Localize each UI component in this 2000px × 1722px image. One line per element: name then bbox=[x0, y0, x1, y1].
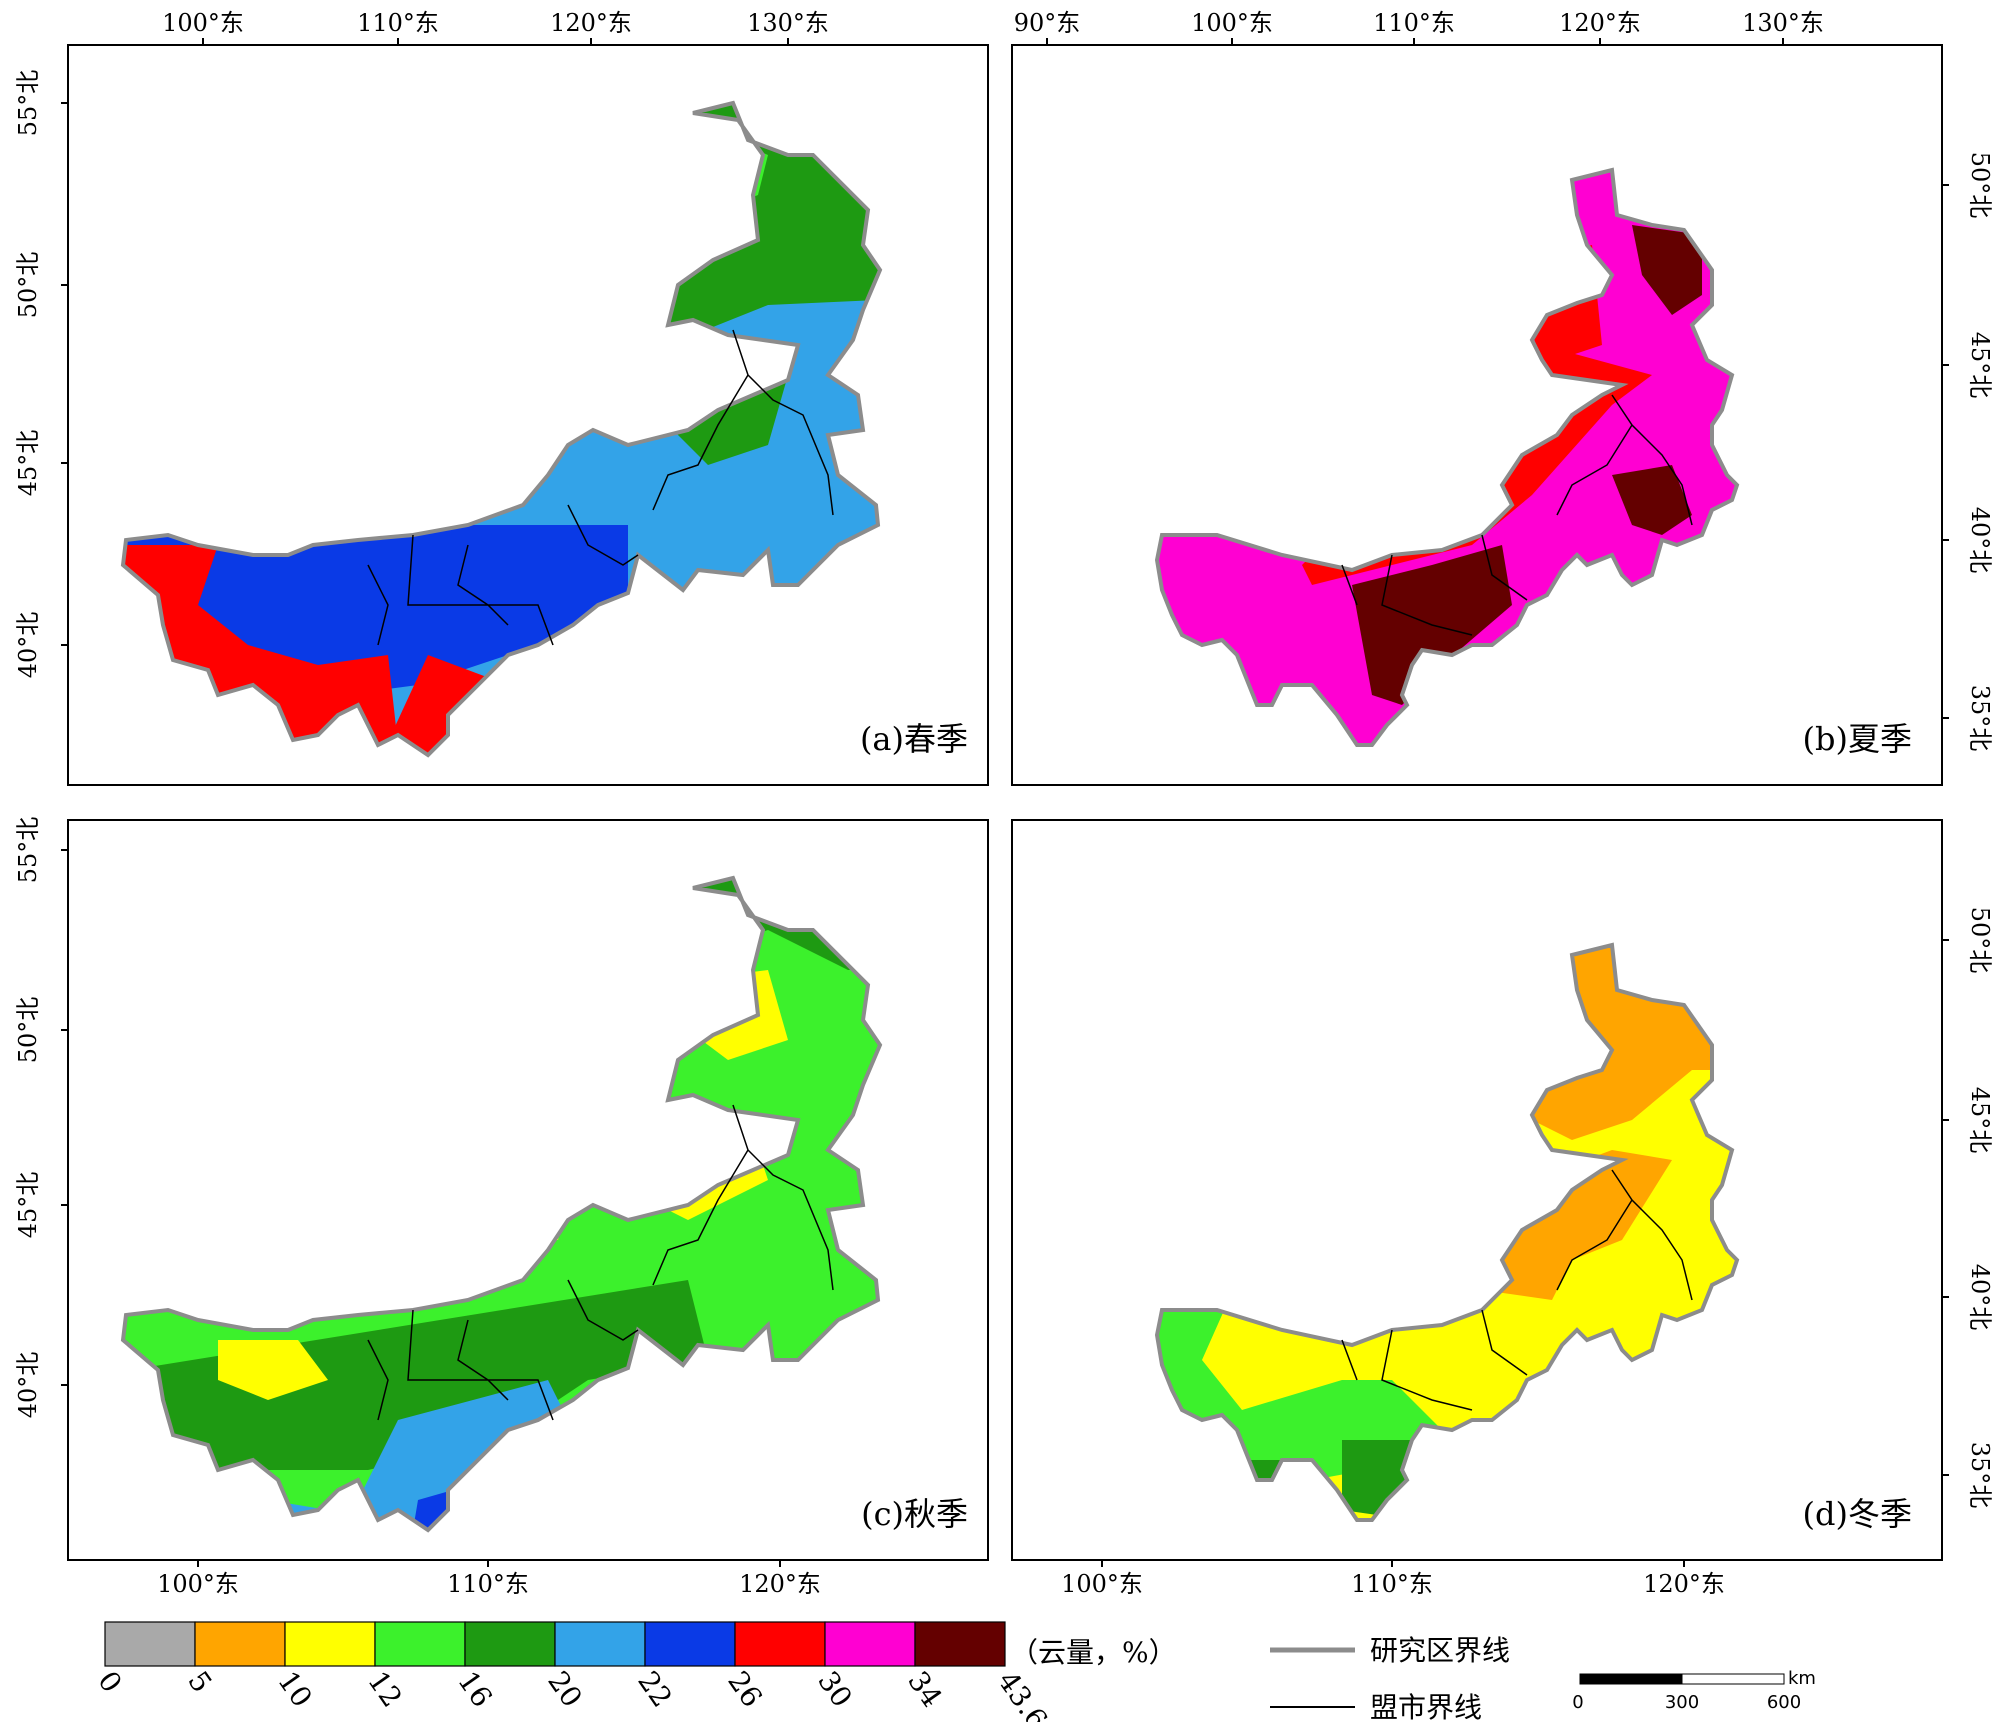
legend-bin bbox=[914, 1621, 1006, 1667]
legend-tick-label: 30 bbox=[811, 1665, 858, 1713]
latitude-tick-label: 50°北 bbox=[1966, 152, 1994, 219]
legend-bin bbox=[734, 1621, 826, 1667]
latitude-tick-label: 35°北 bbox=[1966, 685, 1994, 752]
longitude-tick-label: 120°东 bbox=[739, 1570, 821, 1598]
panel-label: (b)夏季 bbox=[1803, 720, 1912, 758]
legend-tick-label: 43.6 bbox=[991, 1665, 1054, 1722]
league-boundary-label: 盟市界线 bbox=[1370, 1691, 1482, 1722]
longitude-tick-label: 110°东 bbox=[357, 9, 439, 37]
longitude-tick-label: 110°东 bbox=[1373, 9, 1455, 37]
latitude-tick-label: 40°北 bbox=[14, 1352, 42, 1419]
latitude-tick-label: 45°北 bbox=[14, 430, 42, 497]
legend-bin bbox=[194, 1621, 286, 1667]
latitude-tick-label: 40°北 bbox=[1966, 1264, 1994, 1331]
panel-label: (c)秋季 bbox=[861, 1495, 968, 1533]
bottom-longitude-ticks: 100°东 110°东 120°东 bbox=[1061, 1560, 1725, 1598]
league-boundaries bbox=[367, 1104, 834, 1421]
side-latitude-ticks: 55°北 50°北 45°北 40°北 bbox=[14, 817, 68, 1419]
longitude-tick-label: 110°东 bbox=[1351, 1570, 1433, 1598]
side-latitude-ticks: 50°北 45°北 40°北 35°北 bbox=[1942, 152, 1994, 752]
side-latitude-ticks: 55°北 50°北 45°北 40°北 bbox=[14, 70, 68, 679]
latitude-tick-label: 40°北 bbox=[1966, 507, 1994, 574]
legend-tick-label: 0 bbox=[91, 1665, 128, 1699]
panel-frame bbox=[1011, 819, 1943, 1561]
side-latitude-ticks: 50°北 45°北 40°北 35°北 bbox=[1942, 907, 1994, 1509]
latitude-tick-label: 45°北 bbox=[14, 1172, 42, 1239]
league-boundaries bbox=[367, 329, 834, 646]
longitude-tick-label: 120°东 bbox=[1559, 9, 1641, 37]
latitude-tick-label: 50°北 bbox=[14, 997, 42, 1064]
bottom-longitude-ticks: 100°东 110°东 120°东 bbox=[157, 1560, 821, 1598]
panel-label: (a)春季 bbox=[860, 720, 968, 758]
latitude-tick-label: 45°北 bbox=[1966, 332, 1994, 399]
top-longitude-ticks: 100°东 110°东 120°东 130°东 bbox=[162, 9, 829, 45]
longitude-tick-label: 100°东 bbox=[162, 9, 244, 37]
longitude-tick-label: 100°东 bbox=[1191, 9, 1273, 37]
league-boundaries bbox=[1341, 394, 1693, 636]
legend-tick-label: 22 bbox=[631, 1665, 678, 1713]
legend-bin bbox=[104, 1621, 196, 1667]
latitude-tick-label: 50°北 bbox=[1966, 907, 1994, 974]
scale-bar-unit: km bbox=[1788, 1668, 1816, 1689]
panel-frame bbox=[1011, 44, 1943, 786]
longitude-tick-label: 120°东 bbox=[550, 9, 632, 37]
league-boundaries bbox=[1341, 1169, 1693, 1411]
scale-bar-white-segment bbox=[1681, 1673, 1785, 1685]
longitude-tick-label: 100°东 bbox=[1061, 1570, 1143, 1598]
legend-title: （云量，%） bbox=[1010, 1636, 1177, 1669]
legend-bin bbox=[554, 1621, 646, 1667]
legend-bin bbox=[374, 1621, 466, 1667]
latitude-tick-label: 40°北 bbox=[14, 612, 42, 679]
legend-tick-label: 16 bbox=[451, 1665, 498, 1713]
map-panel-summer: (b)夏季 90°东 100°东 110°东 120°东 130°东 50°北 45°北 4… bbox=[1011, 9, 1994, 786]
legend-color-bar bbox=[104, 1621, 1006, 1667]
longitude-tick-label: 120°东 bbox=[1643, 1570, 1725, 1598]
longitude-tick-label: 130°东 bbox=[747, 9, 829, 37]
scale-bar-label: 300 bbox=[1665, 1692, 1699, 1713]
latitude-tick-label: 55°北 bbox=[14, 70, 42, 137]
legend-tick-label: 34 bbox=[901, 1665, 948, 1713]
legend-tick-label: 10 bbox=[271, 1665, 318, 1713]
legend-tick-label: 26 bbox=[721, 1665, 768, 1713]
latitude-tick-label: 50°北 bbox=[14, 252, 42, 319]
map-panel-spring: (a)春季 100°东 110°东 120°东 130°东 55°北 50°北 45°北 4… bbox=[14, 9, 989, 786]
map-panel-autumn: (c)秋季 100°东 110°东 120°东 55°北 50°北 45°北 40°北 bbox=[14, 817, 989, 1598]
longitude-tick-label: 90°东 bbox=[1014, 9, 1081, 37]
legend-bin bbox=[824, 1621, 916, 1667]
latitude-tick-label: 55°北 bbox=[14, 817, 42, 884]
legend-tick-label: 5 bbox=[181, 1665, 218, 1699]
longitude-tick-label: 100°东 bbox=[157, 1570, 239, 1598]
scale-bar-black-segment bbox=[1579, 1673, 1683, 1685]
scale-bar-label: 600 bbox=[1767, 1692, 1801, 1713]
legend-bin bbox=[464, 1621, 556, 1667]
legend-tick-label: 20 bbox=[541, 1665, 588, 1713]
color-legend: 0 5 10 12 16 20 22 26 30 34 43.6 （云量，%） 研究区界线 盟市界线 bbox=[91, 1621, 1510, 1722]
top-longitude-ticks: 90°东 100°东 110°东 120°东 130°东 bbox=[1014, 9, 1824, 45]
map-panel-winter: (d)冬季 100°东 110°东 120°东 50°北 45°北 40°北 35°北 bbox=[1011, 819, 1994, 1598]
longitude-tick-label: 130°东 bbox=[1742, 9, 1824, 37]
scale-bar-label: 0 bbox=[1572, 1692, 1583, 1713]
scale-bar: km 0 300 600 bbox=[1572, 1668, 1816, 1713]
study-boundary-label: 研究区界线 bbox=[1370, 1634, 1510, 1667]
latitude-tick-label: 35°北 bbox=[1966, 1442, 1994, 1509]
latitude-tick-label: 45°北 bbox=[1966, 1087, 1994, 1154]
legend-bin bbox=[644, 1621, 736, 1667]
longitude-tick-label: 110°东 bbox=[447, 1570, 529, 1598]
legend-tick-label: 12 bbox=[361, 1665, 408, 1713]
legend-bin bbox=[284, 1621, 376, 1667]
panel-label: (d)冬季 bbox=[1803, 1495, 1912, 1533]
legend-tick-labels: 0 5 10 12 16 20 22 26 30 34 43.6 bbox=[91, 1665, 1054, 1722]
